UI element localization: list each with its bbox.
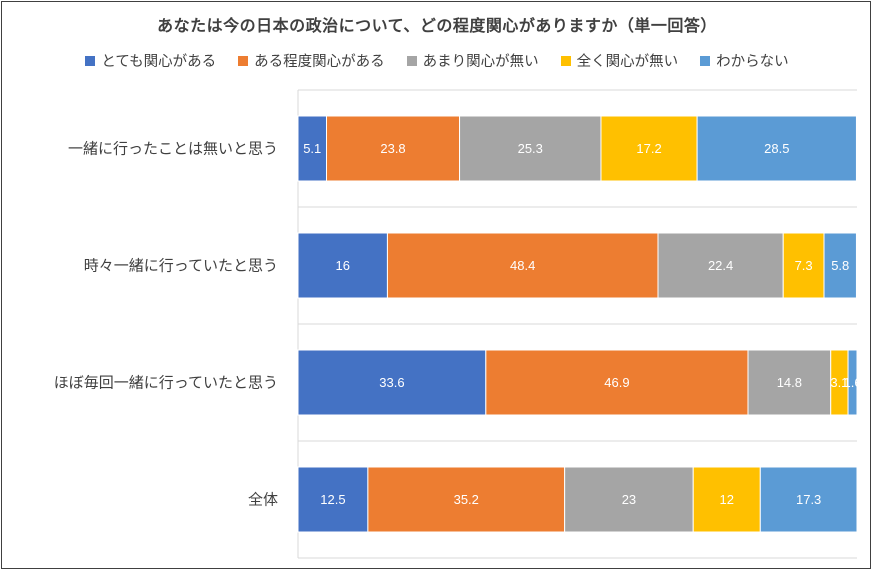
data-label: 23.8 — [380, 141, 405, 156]
bar-segment — [823, 232, 857, 299]
data-label: 14.8 — [777, 375, 802, 390]
legend-swatch — [560, 55, 571, 66]
legend-label: ある程度関心がある — [254, 54, 385, 70]
data-label: 16 — [335, 258, 349, 273]
data-label: 28.5 — [764, 141, 789, 156]
chart-title: あなたは今の日本の政治について、どの程度関心がありますか（単一回答） — [157, 16, 717, 35]
bar-segment — [564, 466, 694, 533]
category-label: ほぼ毎回一緒に行っていたと思う — [54, 374, 278, 392]
data-label: 5.1 — [303, 141, 321, 156]
data-label: 23 — [622, 492, 636, 507]
bar-segment — [847, 349, 858, 416]
bar-segment — [696, 115, 857, 182]
bar-segment — [485, 349, 749, 416]
data-label: 1.6 — [843, 375, 861, 390]
data-label: 12.5 — [320, 492, 345, 507]
data-label: 17.3 — [796, 492, 821, 507]
legend-swatch — [238, 55, 249, 66]
data-label: 17.2 — [636, 141, 661, 156]
category-label: 一緒に行ったことは無いと思う — [68, 140, 278, 158]
bar-segment — [367, 466, 566, 533]
legend-item: とても関心がある — [85, 50, 216, 71]
legend-label: 全く関心が無い — [576, 54, 679, 70]
data-label: 46.9 — [604, 375, 629, 390]
data-label: 22.4 — [708, 258, 733, 273]
legend-item: 全く関心が無い — [560, 50, 679, 71]
data-label: 33.6 — [379, 375, 404, 390]
bar-segment — [692, 466, 761, 533]
chart-legend: とても関心がある ある程度関心がある あまり関心が無い 全く関心が無い わからない — [2, 50, 872, 71]
legend-label: とても関心がある — [101, 54, 217, 70]
bar-segment — [297, 349, 487, 416]
legend-item: あまり関心が無い — [406, 50, 539, 71]
legend-swatch — [85, 55, 96, 66]
legend-swatch — [700, 55, 711, 66]
bar-segment — [759, 466, 858, 533]
bar-segment — [747, 349, 832, 416]
bar-segment — [326, 115, 461, 182]
bar-segment — [297, 115, 328, 182]
bar-segment — [459, 115, 602, 182]
legend-swatch — [406, 55, 417, 66]
bar-segment — [600, 115, 698, 182]
legend-label: わからない — [716, 54, 789, 70]
data-label: 48.4 — [510, 258, 535, 273]
bar-segment — [386, 232, 659, 299]
legend-item: ある程度関心がある — [238, 50, 385, 71]
bar-segment — [297, 466, 369, 533]
data-label: 5.8 — [831, 258, 849, 273]
data-label: 3.1 — [830, 375, 848, 390]
data-label: 25.3 — [518, 141, 543, 156]
category-label: 全体 — [248, 491, 278, 509]
bar-segment — [782, 232, 825, 299]
data-label: 12 — [720, 492, 734, 507]
legend-item: わからない — [700, 50, 789, 71]
data-label: 7.3 — [795, 258, 813, 273]
legend-label: あまり関心が無い — [422, 54, 539, 70]
bar-segment — [657, 232, 784, 299]
category-label: 時々一緒に行っていたと思う — [84, 257, 278, 275]
bar-segment — [297, 232, 388, 299]
data-label: 35.2 — [454, 492, 479, 507]
